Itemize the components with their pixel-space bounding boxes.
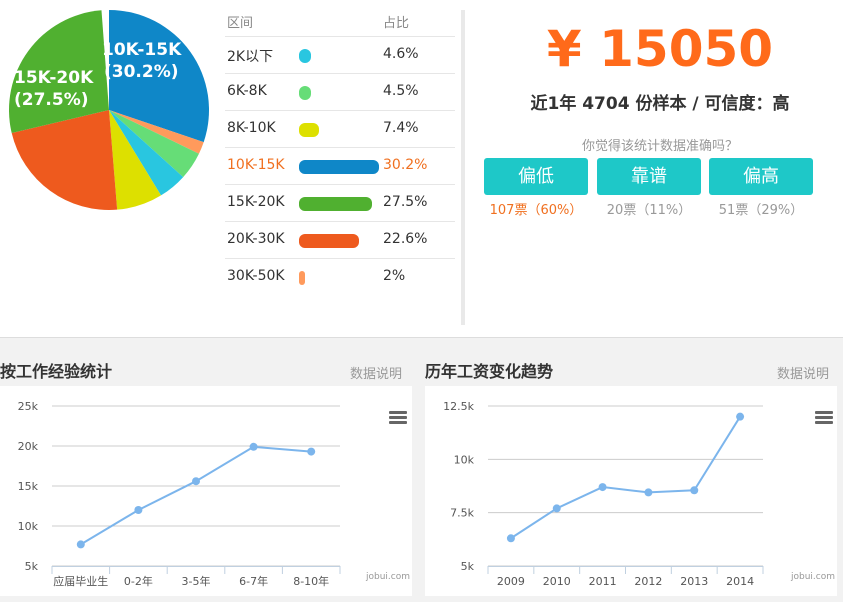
experience-panel-title: 按工作经验统计 [0,362,113,381]
salary-pie-chart: 10K-15K (30.2%) 15K-20K (27.5%) [9,10,209,211]
distribution-row-active[interactable]: 10K-15K 30.2% [225,148,455,185]
vote-high-count: 51票（29%） [718,203,804,218]
data-point[interactable] [552,504,561,513]
vertical-divider [461,10,465,325]
distribution-row[interactable]: 8K-10K 7.4% [225,111,455,148]
share-percent: 7.4% [383,120,419,136]
y-tick-label: 20k [18,440,39,453]
share-percent: 22.6% [383,231,428,247]
x-tick-label: 应届毕业生 [53,574,108,588]
salary-distribution-table: 区间 占比 2K以下 4.6% 6K-8K 4.5% 8K-10K 7.4% 1… [225,8,455,295]
vote-accurate-count: 20票（11%） [606,203,692,218]
range-label: 15K-20K [227,194,285,210]
share-percent: 2% [383,268,406,284]
pie-slice[interactable] [11,110,118,211]
distribution-row[interactable]: 20K-30K 22.6% [225,222,455,259]
share-percent: 4.6% [383,46,419,62]
vote-accurate-button[interactable]: 靠谱 [597,158,701,195]
range-label: 30K-50K [227,268,285,284]
x-tick-label: 2010 [543,575,571,588]
data-point[interactable] [76,540,85,549]
data-point[interactable] [690,486,699,495]
data-point[interactable] [598,483,607,492]
share-bar [299,49,312,63]
x-tick-label: 2012 [634,575,662,588]
distribution-row[interactable]: 15K-20K 27.5% [225,185,455,222]
range-label: 20K-30K [227,231,285,247]
pie-label-10k-15k: 10K-15K [102,40,182,60]
series-line [510,416,741,540]
share-percent: 4.5% [383,83,419,99]
range-header: 区间 [227,16,254,31]
x-tick-label: 2011 [589,575,617,588]
x-tick-label: 2009 [497,575,525,588]
x-tick-label: 0-2年 [124,574,153,588]
data-point[interactable] [249,442,258,451]
range-label: 10K-15K [227,157,285,173]
chart-menu-icon[interactable] [389,411,407,425]
y-tick-label: 15k [18,480,39,493]
pie-slice[interactable] [109,110,199,178]
pie-slice[interactable] [109,110,204,154]
range-label: 2K以下 [227,49,274,65]
share-header: 占比 [383,16,410,31]
distribution-row[interactable]: 30K-50K 2% [225,259,455,295]
pie-label-10k-15k-pct: (30.2%) [104,62,179,82]
y-tick-label: 5k [461,560,475,573]
pie-label-15k-20k: 15K-20K [14,68,94,88]
y-tick-label: 25k [18,400,39,413]
x-tick-label: 8-10年 [293,574,329,588]
experience-chart: 25k 20k 15k 10k 5k 应届毕业生 0-2年 3-5年 6-7年 8-10年 job… [0,386,412,596]
pie-slice[interactable] [9,10,110,134]
x-tick-label: 2014 [726,575,754,588]
data-point[interactable] [134,506,143,514]
chart-credit[interactable]: jobui.com [791,572,836,582]
vote-high-button[interactable]: 偏高 [709,158,813,195]
data-point[interactable] [506,534,515,543]
data-point[interactable] [192,477,200,486]
sample-info: 近1年 4704 份样本 / 可信度：高 [530,94,790,114]
share-bar [299,234,359,248]
chart-menu-icon[interactable] [815,411,833,425]
vote-low-button[interactable]: 偏低 [484,158,588,195]
pie-slice[interactable] [109,110,184,196]
pie-slice[interactable] [109,10,209,143]
share-bar [299,271,305,285]
series-line [80,445,312,546]
accuracy-question: 你觉得该统计数据准确吗？ [581,139,738,154]
vote-low-count: 107票（60%） [489,203,583,218]
distribution-row[interactable]: 6K-8K 4.5% [225,74,455,111]
share-bar [299,197,372,211]
y-tick-label: 10k [18,520,39,533]
share-bar [299,86,311,100]
pie-label-15k-20k-pct: (27.5%) [14,90,89,110]
share-bar [299,160,380,174]
trend-chart: 12.5k 10k 7.5k 5k 2009 2010 2011 2012 2013 2014 j… [425,386,837,596]
x-tick-label: 2013 [680,575,708,588]
x-tick-label: 3-5年 [182,574,211,588]
y-tick-label: 7.5k [450,507,474,520]
distribution-header: 区间 占比 [225,8,455,37]
range-label: 8K-10K [227,120,276,136]
data-point[interactable] [736,412,745,421]
range-label: 6K-8K [227,83,267,99]
x-tick-label: 6-7年 [239,574,268,588]
data-point[interactable] [644,488,653,497]
share-bar [299,123,319,137]
share-percent: 27.5% [383,194,428,210]
experience-data-note-link[interactable]: 数据说明 [350,367,403,382]
trend-panel-title: 历年工资变化趋势 [425,362,554,381]
pie-slice[interactable] [109,110,161,210]
data-point[interactable] [307,447,316,456]
trend-data-note-link[interactable]: 数据说明 [777,367,830,382]
distribution-row[interactable]: 2K以下 4.6% [225,37,455,74]
share-percent: 30.2% [383,157,428,173]
chart-credit[interactable]: jobui.com [366,572,411,582]
y-tick-label: 10k [454,453,475,466]
y-tick-label: 5k [25,560,39,573]
y-tick-label: 12.5k [443,400,474,413]
average-salary: ¥ 15050 [546,20,774,78]
